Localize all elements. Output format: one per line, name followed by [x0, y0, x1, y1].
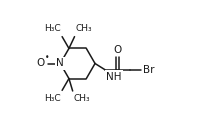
- Text: O: O: [37, 59, 45, 68]
- Text: H₃C: H₃C: [44, 24, 61, 33]
- Text: CH₃: CH₃: [73, 94, 90, 104]
- Text: CH₃: CH₃: [75, 24, 92, 33]
- Text: •: •: [45, 53, 49, 62]
- Text: NH: NH: [106, 72, 121, 82]
- Text: O: O: [113, 45, 122, 55]
- Text: N: N: [56, 59, 64, 68]
- Text: Br: Br: [143, 65, 155, 75]
- Text: H₃C: H₃C: [44, 94, 61, 103]
